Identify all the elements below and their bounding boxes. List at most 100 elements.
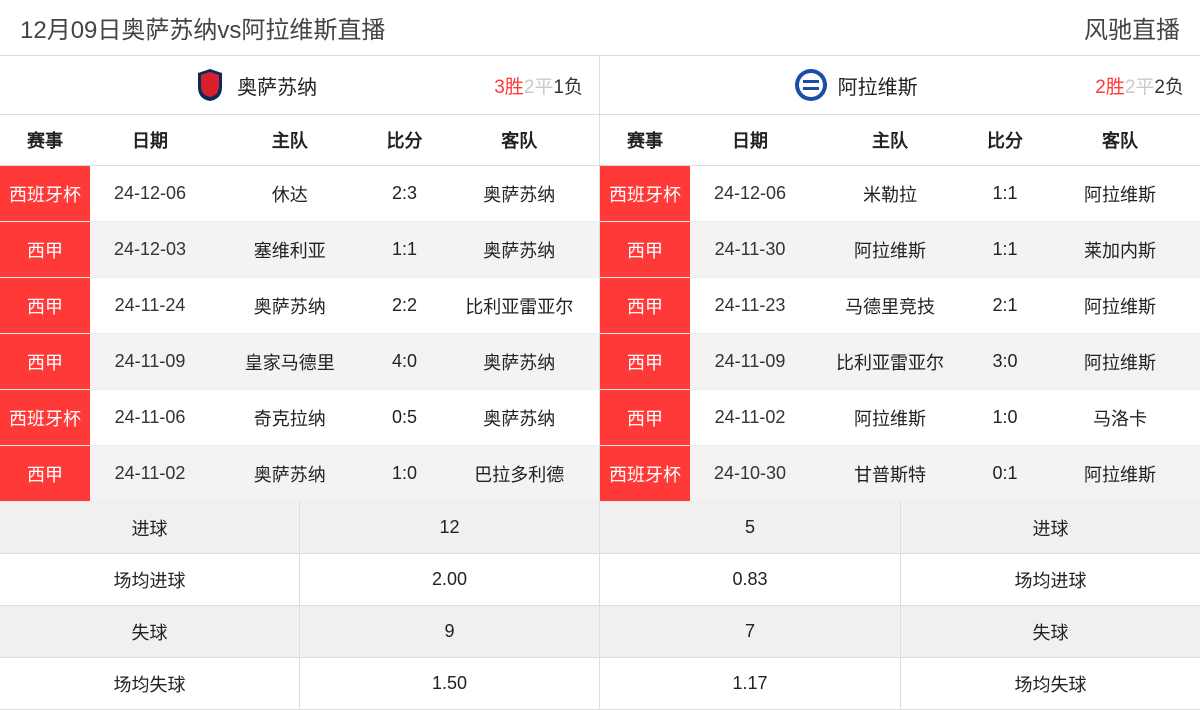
table-row[interactable]: 西甲24-11-24奥萨苏纳2:2比利亚雷亚尔 <box>0 278 599 334</box>
cell-date: 24-11-02 <box>90 463 210 484</box>
stats-row-conceded: 失球 9 7 失球 <box>0 606 1200 658</box>
stats-right-conceded: 7 <box>600 606 900 657</box>
cell-date: 24-12-06 <box>690 183 810 204</box>
stats-label-avg-conceded-left: 场均失球 <box>0 658 300 709</box>
left-rows: 西班牙杯24-12-06休达2:3奥萨苏纳西甲24-12-03塞维利亚1:1奥萨… <box>0 166 599 502</box>
left-table-header: 赛事 日期 主队 比分 客队 <box>0 115 599 166</box>
table-row[interactable]: 西班牙杯24-12-06米勒拉1:1阿拉维斯 <box>600 166 1200 222</box>
stats-right-goals: 5 <box>600 502 900 553</box>
stats-label-conceded-right: 失球 <box>900 606 1200 657</box>
cell-date: 24-10-30 <box>690 463 810 484</box>
table-row[interactable]: 西甲24-11-09比利亚雷亚尔3:0阿拉维斯 <box>600 334 1200 390</box>
cell-away-team: 阿拉维斯 <box>1040 349 1200 375</box>
cell-date: 24-11-23 <box>690 295 810 316</box>
table-row[interactable]: 西甲24-11-09皇家马德里4:0奥萨苏纳 <box>0 334 599 390</box>
cell-away-team: 奥萨苏纳 <box>440 405 600 431</box>
alaves-crest-icon <box>794 68 828 102</box>
right-team-header: 阿拉维斯 2胜2平2负 <box>600 56 1200 115</box>
left-team-header: 奥萨苏纳 3胜2平1负 <box>0 56 599 115</box>
col-score: 比分 <box>370 115 440 165</box>
page-title: 12月09日奥萨苏纳vs阿拉维斯直播 <box>20 10 385 45</box>
stats-row-avg-conceded: 场均失球 1.50 1.17 场均失球 <box>0 658 1200 710</box>
cell-away-team: 奥萨苏纳 <box>440 181 600 207</box>
col-away: 客队 <box>1040 115 1200 165</box>
cell-home-team: 比利亚雷亚尔 <box>810 349 970 375</box>
table-row[interactable]: 西甲24-11-23马德里竞技2:1阿拉维斯 <box>600 278 1200 334</box>
table-row[interactable]: 西甲24-11-02奥萨苏纳1:0巴拉多利德 <box>0 446 599 502</box>
stats-label-avg-conceded-right: 场均失球 <box>900 658 1200 709</box>
brand-label: 风驰直播 <box>1084 10 1180 45</box>
cell-away-team: 阿拉维斯 <box>1040 461 1200 487</box>
stats-row-goals: 进球 12 5 进球 <box>0 502 1200 554</box>
col-competition: 赛事 <box>600 115 690 165</box>
cell-competition: 西班牙杯 <box>0 390 90 445</box>
cell-competition: 西甲 <box>600 278 690 333</box>
stats-right-avg-goals: 0.83 <box>600 554 900 605</box>
stats-label-goals-right: 进球 <box>900 502 1200 553</box>
cell-score: 1:1 <box>970 183 1040 204</box>
cell-date: 24-11-06 <box>90 407 210 428</box>
cell-competition: 西甲 <box>0 278 90 333</box>
stats-block: 进球 12 5 进球 场均进球 2.00 0.83 场均进球 失球 9 7 失球… <box>0 502 1200 710</box>
page-header: 12月09日奥萨苏纳vs阿拉维斯直播 风驰直播 <box>0 0 1200 55</box>
cell-competition: 西班牙杯 <box>600 166 690 221</box>
cell-date: 24-11-24 <box>90 295 210 316</box>
cell-home-team: 甘普斯特 <box>810 461 970 487</box>
cell-away-team: 巴拉多利德 <box>440 461 600 487</box>
cell-score: 0:1 <box>970 463 1040 484</box>
cell-score: 4:0 <box>370 351 440 372</box>
osasuna-crest-icon <box>193 68 227 102</box>
cell-date: 24-11-09 <box>690 351 810 372</box>
cell-date: 24-11-09 <box>90 351 210 372</box>
cell-competition: 西甲 <box>600 334 690 389</box>
cell-competition: 西班牙杯 <box>0 166 90 221</box>
table-row[interactable]: 西甲24-11-02阿拉维斯1:0马洛卡 <box>600 390 1200 446</box>
cell-home-team: 皇家马德里 <box>210 349 370 375</box>
stats-left-conceded: 9 <box>300 606 600 657</box>
cell-away-team: 奥萨苏纳 <box>440 349 600 375</box>
table-row[interactable]: 西班牙杯24-10-30甘普斯特0:1阿拉维斯 <box>600 446 1200 502</box>
cell-competition: 西甲 <box>600 222 690 277</box>
cell-away-team: 阿拉维斯 <box>1040 181 1200 207</box>
right-team-name: 阿拉维斯 <box>838 71 918 100</box>
cell-score: 1:1 <box>970 239 1040 260</box>
table-row[interactable]: 西班牙杯24-11-06奇克拉纳0:5奥萨苏纳 <box>0 390 599 446</box>
cell-away-team: 奥萨苏纳 <box>440 237 600 263</box>
cell-competition: 西班牙杯 <box>600 446 690 501</box>
col-date: 日期 <box>690 115 810 165</box>
cell-score: 3:0 <box>970 351 1040 372</box>
cell-away-team: 阿拉维斯 <box>1040 293 1200 319</box>
cell-score: 1:1 <box>370 239 440 260</box>
col-score: 比分 <box>970 115 1040 165</box>
cell-date: 24-12-06 <box>90 183 210 204</box>
stats-right-avg-conceded: 1.17 <box>600 658 900 709</box>
cell-home-team: 马德里竞技 <box>810 293 970 319</box>
cell-date: 24-12-03 <box>90 239 210 260</box>
left-record: 3胜2平1负 <box>494 72 583 99</box>
table-row[interactable]: 西甲24-12-03塞维利亚1:1奥萨苏纳 <box>0 222 599 278</box>
cell-date: 24-11-30 <box>690 239 810 260</box>
cell-home-team: 阿拉维斯 <box>810 237 970 263</box>
stats-label-avg-goals-right: 场均进球 <box>900 554 1200 605</box>
table-row[interactable]: 西班牙杯24-12-06休达2:3奥萨苏纳 <box>0 166 599 222</box>
cell-home-team: 休达 <box>210 181 370 207</box>
stats-label-avg-goals-left: 场均进球 <box>0 554 300 605</box>
right-rows: 西班牙杯24-12-06米勒拉1:1阿拉维斯西甲24-11-30阿拉维斯1:1莱… <box>600 166 1200 502</box>
stats-row-avg-goals: 场均进球 2.00 0.83 场均进球 <box>0 554 1200 606</box>
stats-label-goals-left: 进球 <box>0 502 300 553</box>
cell-score: 0:5 <box>370 407 440 428</box>
cell-score: 1:0 <box>970 407 1040 428</box>
stats-label-conceded-left: 失球 <box>0 606 300 657</box>
stats-left-goals: 12 <box>300 502 600 553</box>
table-row[interactable]: 西甲24-11-30阿拉维斯1:1莱加内斯 <box>600 222 1200 278</box>
cell-score: 2:1 <box>970 295 1040 316</box>
left-panel: 奥萨苏纳 3胜2平1负 赛事 日期 主队 比分 客队 西班牙杯24-12-06休… <box>0 56 600 502</box>
cell-score: 1:0 <box>370 463 440 484</box>
cell-competition: 西甲 <box>0 334 90 389</box>
cell-competition: 西甲 <box>600 390 690 445</box>
cell-home-team: 奥萨苏纳 <box>210 461 370 487</box>
right-panel: 阿拉维斯 2胜2平2负 赛事 日期 主队 比分 客队 西班牙杯24-12-06米… <box>600 56 1200 502</box>
cell-away-team: 马洛卡 <box>1040 405 1200 431</box>
col-away: 客队 <box>440 115 600 165</box>
cell-competition: 西甲 <box>0 446 90 501</box>
